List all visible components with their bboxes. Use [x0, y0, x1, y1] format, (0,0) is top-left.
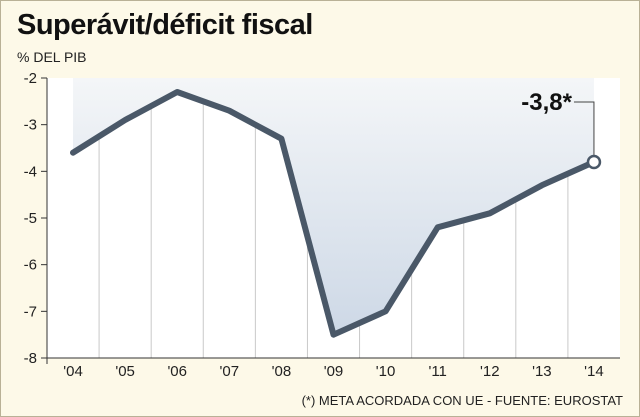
- y-tick-label: -6: [24, 257, 37, 274]
- x-tick-label: '08: [272, 363, 292, 380]
- y-tick-label: -5: [24, 210, 37, 227]
- y-tick-label: -4: [24, 163, 37, 180]
- x-tick-label: '13: [532, 363, 552, 380]
- highlight-point-marker: [586, 154, 602, 170]
- y-axis-unit-label: % DEL PIB: [17, 49, 87, 65]
- y-tick-label: -8: [24, 350, 37, 367]
- x-tick-label: '14: [584, 363, 604, 380]
- x-tick-label: '09: [324, 363, 344, 380]
- source-note: (*) META ACORDADA CON UE - FUENTE: EUROS…: [301, 393, 623, 408]
- y-tick-label: -7: [24, 303, 37, 320]
- x-tick-labels: '04 '05 '06 '07 '08 '09 '10 '11 '12 '13 '14: [63, 363, 603, 380]
- x-tick-label: '04: [63, 363, 83, 380]
- x-tick-label: '11: [428, 363, 446, 380]
- area-fill: [73, 78, 594, 335]
- callout-label: -3,8*: [521, 89, 572, 116]
- x-tick-label: '07: [220, 363, 240, 380]
- axes: [41, 78, 620, 364]
- annotations: -3,8*: [521, 89, 602, 170]
- series-line: [70, 89, 597, 338]
- callout-leader: [573, 101, 595, 155]
- y-tick-labels: -2 -3 -4 -5 -6 -7 -8: [24, 70, 47, 367]
- chart-title: Superávit/déficit fiscal: [17, 9, 313, 41]
- x-tick-label: '12: [480, 363, 500, 380]
- x-tick-label: '10: [376, 363, 396, 380]
- y-tick-label: -2: [24, 70, 37, 87]
- y-tick-label: -3: [24, 117, 37, 134]
- x-tick-label: '06: [167, 363, 187, 380]
- x-tick-label: '05: [115, 363, 135, 380]
